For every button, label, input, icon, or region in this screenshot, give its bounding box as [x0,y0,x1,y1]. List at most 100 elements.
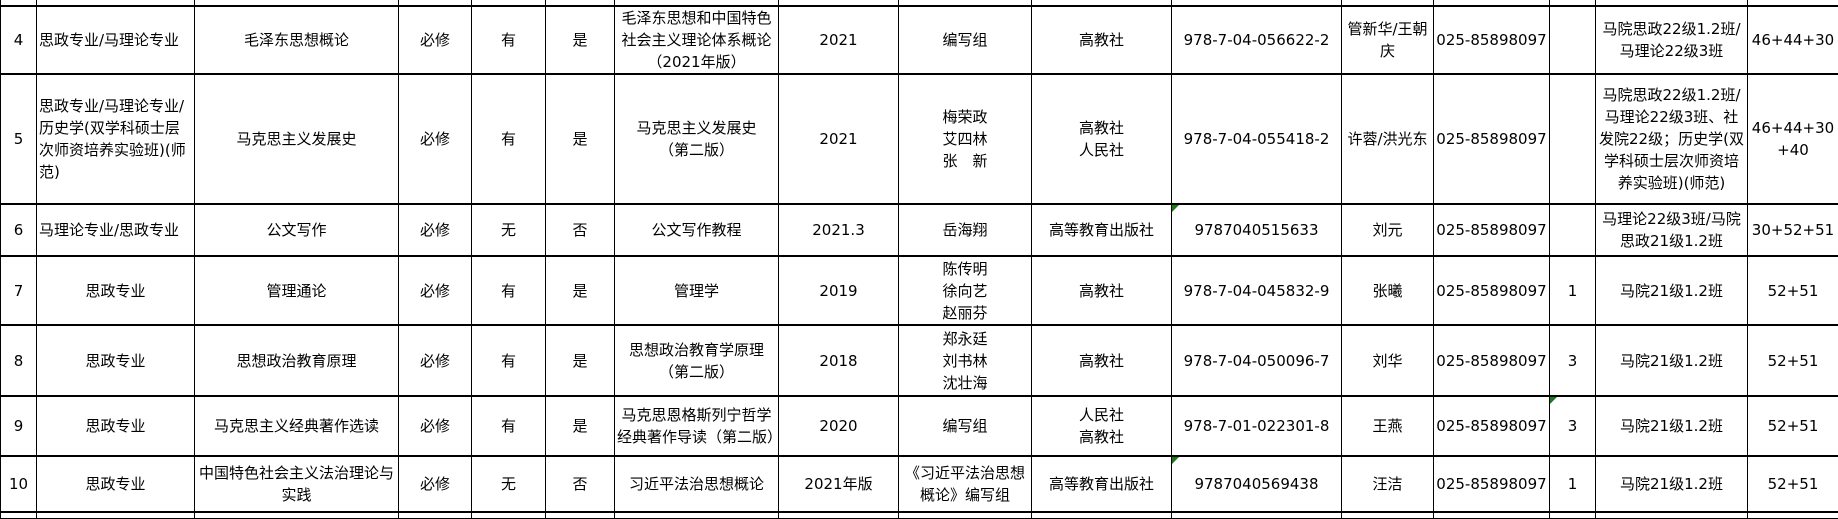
cell-publisher[interactable]: 高教社 人民社 [1032,74,1172,204]
cell-major[interactable]: 思政专业/马理论专业/历史学(双学科硕士层次师资培养实验班)(师范) [37,74,195,204]
cell-is-standard[interactable]: 是 [546,256,615,325]
cell-publisher[interactable]: 高等教育出版社 [1032,456,1172,512]
cell-count[interactable] [1550,204,1596,256]
cell-has-textbook[interactable]: 有 [472,325,546,396]
cell-edition-year[interactable]: 2018 [779,325,899,396]
cell-is-standard[interactable]: 是 [546,325,615,396]
cell-has-textbook[interactable]: 有 [472,396,546,456]
cell-major[interactable]: 思政专业 [37,396,195,456]
cell-major[interactable]: 思政专业 [37,256,195,325]
cell-classes[interactable]: 马院思政22级1.2班/马理论22级3班 [1596,6,1748,74]
cell-is-standard[interactable]: 否 [546,204,615,256]
cell-editor[interactable]: 梅荣政 艾四林 张 新 [899,74,1032,204]
cell-edition-year[interactable]: 2019 [779,256,899,325]
cell-count[interactable]: 3 [1550,396,1596,456]
cell-count[interactable] [1550,74,1596,204]
cell-isbn[interactable]: 9787040515633 [1172,204,1342,256]
cell-major[interactable]: 思政专业/马理论专业 [37,6,195,74]
cell-phone[interactable]: 025-85898097 [1434,325,1550,396]
cell-row-number[interactable]: 8 [1,325,37,396]
cell-student-count[interactable]: 30+52+51 [1748,204,1838,256]
cell-edition-year[interactable]: 2020 [779,396,899,456]
cell-count[interactable]: 1 [1550,256,1596,325]
cell-row-number[interactable]: 10 [1,456,37,512]
cell-course-name[interactable]: 马克思主义经典著作选读 [195,396,399,456]
cell-edition-year[interactable]: 2021 [779,74,899,204]
cell-publisher[interactable]: 高等教育出版社 [1032,204,1172,256]
cell-textbook-title[interactable]: 毛泽东思想和中国特色社会主义理论体系概论（2021年版） [615,6,779,74]
cell-course-type[interactable]: 必修 [399,396,472,456]
cell-isbn[interactable]: 978-7-01-022301-8 [1172,396,1342,456]
cell-textbook-title[interactable]: 习近平法治思想概论 [615,456,779,512]
cell-is-standard[interactable]: 是 [546,396,615,456]
cell-course-name[interactable]: 中国特色社会主义法治理论与实践 [195,456,399,512]
cell-has-textbook[interactable]: 有 [472,74,546,204]
cell-course-name[interactable]: 公文写作 [195,204,399,256]
cell-phone[interactable]: 025-85898097 [1434,6,1550,74]
cell-editor[interactable]: 编写组 [899,396,1032,456]
cell-has-textbook[interactable]: 无 [472,204,546,256]
cell-edition-year[interactable]: 2021.3 [779,204,899,256]
cell-major[interactable]: 马理论专业/思政专业 [37,204,195,256]
cell-course-name[interactable]: 管理通论 [195,256,399,325]
cell-publisher[interactable]: 高教社 [1032,6,1172,74]
cell-editor[interactable]: 岳海翔 [899,204,1032,256]
cell-classes[interactable]: 马院21级1.2班 [1596,325,1748,396]
cell-isbn[interactable]: 978-7-04-056622-2 [1172,6,1342,74]
cell-student-count[interactable]: 52+51 [1748,396,1838,456]
cell-is-standard[interactable]: 是 [546,74,615,204]
cell-row-number[interactable]: 9 [1,396,37,456]
cell-classes[interactable]: 马院思政22级1.2班/马理论22级3班、社发院22级；历史学(双学科硕士层次师… [1596,74,1748,204]
cell-contact-person[interactable]: 汪洁 [1342,456,1434,512]
cell-editor[interactable]: 陈传明 徐向艺 赵丽芬 [899,256,1032,325]
cell-classes[interactable]: 马院21级1.2班 [1596,396,1748,456]
cell-course-name[interactable]: 思想政治教育原理 [195,325,399,396]
cell-publisher[interactable]: 高教社 [1032,325,1172,396]
cell-row-number[interactable]: 5 [1,74,37,204]
cell-count[interactable]: 1 [1550,456,1596,512]
cell-textbook-title[interactable]: 公文写作教程 [615,204,779,256]
cell-classes[interactable]: 马理论22级3班/马院思政21级1.2班 [1596,204,1748,256]
cell-major[interactable]: 思政专业 [37,325,195,396]
cell-row-number[interactable]: 6 [1,204,37,256]
cell-course-name[interactable]: 毛泽东思想概论 [195,6,399,74]
cell-course-name[interactable]: 马克思主义发展史 [195,74,399,204]
cell-phone[interactable]: 025-85898097 [1434,204,1550,256]
cell-course-type[interactable]: 必修 [399,74,472,204]
cell-phone[interactable]: 025-85898097 [1434,256,1550,325]
cell-course-type[interactable]: 必修 [399,256,472,325]
cell-textbook-title[interactable]: 思想政治教育学原理 （第二版） [615,325,779,396]
cell-course-type[interactable]: 必修 [399,6,472,74]
cell-count[interactable]: 3 [1550,325,1596,396]
cell-isbn[interactable]: 978-7-04-045832-9 [1172,256,1342,325]
cell-contact-person[interactable]: 刘华 [1342,325,1434,396]
cell-publisher[interactable]: 高教社 [1032,256,1172,325]
cell-course-type[interactable]: 必修 [399,325,472,396]
cell-isbn[interactable]: 978-7-04-050096-7 [1172,325,1342,396]
cell-is-standard[interactable]: 否 [546,456,615,512]
cell-student-count[interactable]: 46+44+30 [1748,6,1838,74]
cell-has-textbook[interactable]: 有 [472,256,546,325]
cell-textbook-title[interactable]: 马克思主义发展史 （第二版） [615,74,779,204]
cell-contact-person[interactable]: 王燕 [1342,396,1434,456]
cell-editor[interactable]: 郑永廷 刘书林 沈壮海 [899,325,1032,396]
cell-textbook-title[interactable]: 管理学 [615,256,779,325]
cell-student-count[interactable]: 52+51 [1748,325,1838,396]
cell-has-textbook[interactable]: 无 [472,456,546,512]
cell-classes[interactable]: 马院21级1.2班 [1596,456,1748,512]
cell-isbn[interactable]: 9787040569438 [1172,456,1342,512]
cell-textbook-title[interactable]: 马克思恩格斯列宁哲学经典著作导读（第二版） [615,396,779,456]
cell-contact-person[interactable]: 许蓉/洪光东 [1342,74,1434,204]
cell-row-number[interactable]: 7 [1,256,37,325]
cell-major[interactable]: 思政专业 [37,456,195,512]
cell-edition-year[interactable]: 2021年版 [779,456,899,512]
cell-course-type[interactable]: 必修 [399,204,472,256]
cell-editor[interactable]: 编写组 [899,6,1032,74]
cell-isbn[interactable]: 978-7-04-055418-2 [1172,74,1342,204]
cell-is-standard[interactable]: 是 [546,6,615,74]
cell-student-count[interactable]: 46+44+30+40 [1748,74,1838,204]
cell-student-count[interactable]: 52+51 [1748,256,1838,325]
cell-course-type[interactable]: 必修 [399,456,472,512]
cell-publisher[interactable]: 人民社 高教社 [1032,396,1172,456]
cell-phone[interactable]: 025-85898097 [1434,74,1550,204]
